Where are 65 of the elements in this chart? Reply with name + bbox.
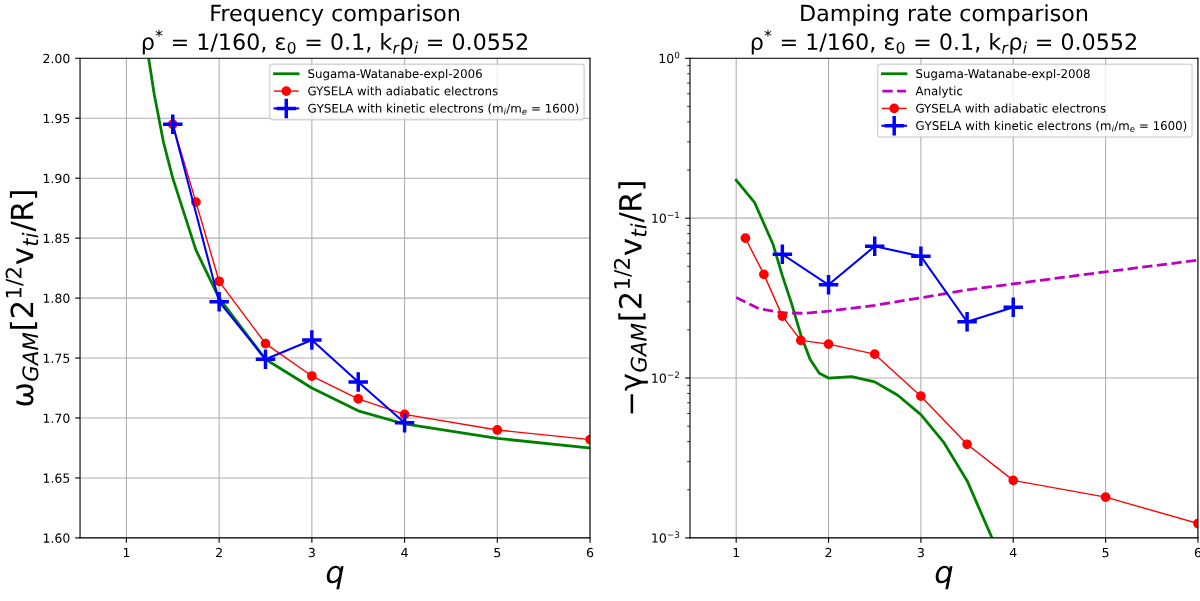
y-tick-label: 1.70 [43,413,70,423]
point [740,233,751,243]
x-tick-label: 4 [401,548,408,558]
y-axis-title: ω$_{GAM}$[2$^{1/2}$v$_{ti}$/R] [5,191,39,406]
y-tick-label: 2.00 [43,53,70,64]
x-tick-label: 1 [123,548,130,558]
line-series [734,178,994,538]
point [353,393,364,404]
y-tick-label: 1.80 [43,293,70,304]
point [909,244,933,268]
x-axis-title: q [935,565,953,590]
y-tick-label: 10$^{−3}$ [652,531,680,543]
y-tick-label: 10$^{0}$ [659,51,680,64]
point [306,371,317,381]
x-tick-label: 2 [825,547,832,558]
point [795,335,806,346]
x-axis-title: q [326,565,344,590]
legend-label: GYSELA with adiabatic electrons [916,103,1106,113]
point [823,339,834,349]
x-tick-label: 3 [917,547,924,558]
point [916,391,926,402]
point [260,338,271,349]
y-tick-label: 10$^{−1}$ [652,211,680,223]
legend-label: GYSELA with kinetic electrons (m$_{i}$/m$_{e}$ = 1600) [916,120,1187,132]
point [955,310,979,334]
x-tick-label: 4 [1009,548,1017,558]
legend-label: Sugama-Watanabe-expl-2008 [916,68,1090,81]
point [1001,295,1025,319]
x-tick-label: 5 [1102,548,1109,558]
point [962,439,972,450]
point [759,269,769,280]
y-tick-label: 1.65 [43,473,70,483]
point [1008,475,1019,486]
y-tick-label: 1.90 [43,173,70,184]
point [777,311,788,321]
y-axis-title: −γ$_{GAM}$[2$^{1/2}$v$_{ti}$/R] [613,182,648,414]
legend-label: GYSELA with adiabatic electrons [308,86,498,96]
x-tick-label: 1 [733,548,739,558]
point [207,290,231,314]
y-tick-label: 1.60 [43,533,70,543]
point [393,411,417,435]
chart-title: Damping rate comparison ρ$^{*}$ = 1/160, ε$_{0}$ = 0.1, k$_{r}$ρ$_{i}$ = 0.0552 [751,4,1136,55]
x-tick-label: 3 [308,547,315,558]
point [817,273,840,297]
point [869,349,880,360]
point [161,112,185,136]
point [770,242,794,266]
legend-label: Analytic [915,86,963,98]
y-tick-label: 1.85 [43,233,70,244]
legend-label: GYSELA with kinetic electrons (m$_{i}$/m$_{e}$ = 1600) [308,103,579,115]
point [300,328,324,352]
point [254,347,277,371]
y-tick-label: 1.95 [43,113,70,124]
x-tick-label: 6 [586,547,594,558]
point [214,276,224,287]
y-tick-label: 10$^{−2}$ [652,371,679,383]
legend-label: Sugama-Watanabe-expl-2006 [308,68,482,81]
y-tick-label: 1.75 [43,353,70,363]
chart-title: Frequency comparison ρ$^{*}$ = 1/160, ε$_{0}$ = 0.1, k$_{r}$ρ$_{i}$ = 0.0552 [142,4,527,55]
x-tick-label: 2 [216,547,222,558]
point [863,234,887,258]
x-tick-label: 5 [494,548,501,558]
point [346,370,370,394]
point [492,425,503,435]
point [1100,492,1111,502]
